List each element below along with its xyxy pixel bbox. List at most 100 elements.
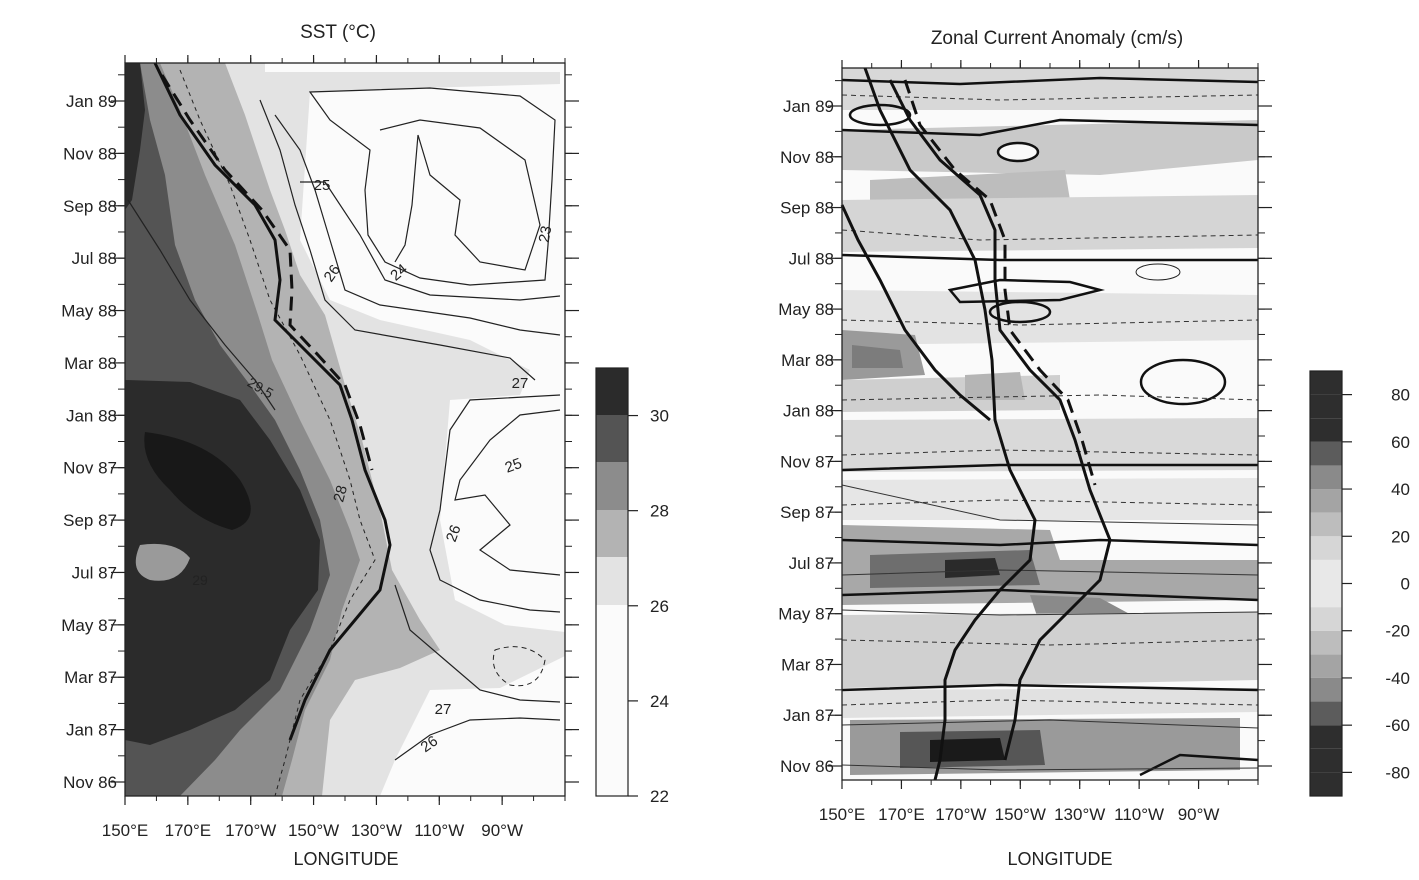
y-tick-label: Jul 87 <box>789 554 834 573</box>
current-track-solid-2 <box>840 204 991 422</box>
sst-contour-label: 27 <box>435 701 452 718</box>
current-positive-contour <box>841 484 1259 771</box>
sst-dashed-loop <box>492 646 546 687</box>
x-tick-label: 90°W <box>481 821 523 840</box>
current-loop <box>1135 263 1181 281</box>
current-band <box>852 345 903 368</box>
y-tick-label: Mar 87 <box>64 668 117 687</box>
y-tick-label: Jan 89 <box>66 92 117 111</box>
colorbar-cell <box>1310 725 1342 749</box>
sst-contour-label: 26 <box>321 262 344 285</box>
x-tick-label: 150°E <box>819 805 866 824</box>
current-band <box>842 612 1258 688</box>
current-xlabel: LONGITUDE <box>1007 849 1112 869</box>
sst-contour-label: 26 <box>443 523 465 544</box>
y-tick-label: Sep 88 <box>780 199 834 218</box>
colorbar-tick-label: 30 <box>650 407 669 426</box>
y-tick-label: Nov 88 <box>780 148 834 167</box>
y-tick-label: Mar 88 <box>781 351 834 370</box>
sst-xlabel: LONGITUDE <box>293 849 398 869</box>
sst-contour-label: 25 <box>503 455 524 477</box>
x-tick-label: 170°W <box>935 805 986 824</box>
colorbar-tick-label: 40 <box>1391 480 1410 499</box>
x-tick-label: 130°W <box>1054 805 1105 824</box>
colorbar-cell <box>1310 701 1342 726</box>
colorbar-cell <box>1310 654 1342 678</box>
x-tick-label: 130°W <box>351 821 402 840</box>
sst-contour-29-5 <box>127 199 276 411</box>
colorbar-cell <box>1310 607 1342 631</box>
colorbar-cell <box>1310 630 1342 655</box>
current-colorbar: 80 60 40 20 0 -20 -40 -60 -80 <box>1309 370 1410 797</box>
current-track-right <box>888 79 1112 761</box>
sst-warm-pool <box>144 432 251 530</box>
sst-title: SST (°C) <box>300 22 376 43</box>
colorbar-tick-label: 28 <box>650 502 669 521</box>
colorbar-tick-label: 22 <box>650 787 669 806</box>
x-tick-label: 170°E <box>878 805 925 824</box>
x-tick-label: 150°E <box>102 821 149 840</box>
colorbar-tick-label: 60 <box>1391 433 1410 452</box>
colorbar-cell <box>1310 489 1342 513</box>
colorbar-cell <box>1310 748 1342 773</box>
sst-contour-label: 29 <box>192 572 208 588</box>
colorbar-tick-label: 0 <box>1401 575 1410 594</box>
colorbar-cell <box>1310 583 1342 608</box>
sst-colorbar: 30 28 26 24 22 <box>595 367 669 806</box>
current-zero-contour <box>947 278 1105 304</box>
sst-dashed-28-5 <box>179 69 376 797</box>
y-tick-label: Nov 86 <box>63 773 117 792</box>
y-tick-label: May 88 <box>61 302 117 321</box>
x-tick-label: 110°W <box>414 821 464 840</box>
colorbar-tick-label: -20 <box>1385 622 1410 641</box>
current-band <box>965 372 1025 400</box>
current-track-solid <box>863 67 1037 781</box>
current-band <box>842 195 1258 252</box>
y-tick-label: Sep 87 <box>780 503 834 522</box>
colorbar-cell <box>1310 394 1342 419</box>
colorbar-cell <box>1310 536 1342 560</box>
x-tick-label: 150°W <box>995 805 1046 824</box>
sst-contour-label: 26 <box>418 733 441 756</box>
colorbar-tick-label: 20 <box>1391 527 1410 546</box>
sst-contour-25b <box>454 409 561 576</box>
sst-contour-label: 25 <box>314 177 331 194</box>
sst-contour-label: 28 <box>330 484 351 505</box>
y-tick-label: Jul 88 <box>789 249 834 268</box>
y-tick-label: Nov 86 <box>780 757 834 776</box>
current-loop <box>848 103 912 127</box>
current-field <box>840 67 1259 781</box>
colorbar-cell <box>1310 465 1342 490</box>
current-panel: Zonal Current Anomaly (cm/s) <box>778 28 1410 869</box>
sst-panel: SST (°C) <box>61 22 669 869</box>
sst-field: 25 26 24 23 27 28 29.5 25 26 27 26 29 <box>125 62 565 797</box>
y-tick-label: Nov 87 <box>780 452 834 471</box>
y-tick-label: May 87 <box>61 616 117 635</box>
current-band <box>842 68 1258 110</box>
y-tick-label: Nov 88 <box>63 144 117 163</box>
y-tick-label: Jan 88 <box>783 402 834 421</box>
current-band <box>930 738 1005 762</box>
y-tick-label: Jul 87 <box>72 563 117 582</box>
colorbar-tick-label: 80 <box>1391 386 1410 405</box>
sst-cool-patch <box>135 543 190 581</box>
x-tick-label: 150°W <box>288 821 339 840</box>
current-negative-contour <box>841 94 1259 706</box>
x-tick-label: 110°W <box>1114 805 1164 824</box>
y-tick-label: Jan 87 <box>783 706 834 725</box>
current-band <box>842 375 1060 412</box>
current-band <box>842 418 1258 472</box>
colorbar-tick-label: 24 <box>650 692 669 711</box>
colorbar-tick-label: -80 <box>1385 763 1410 782</box>
sst-contour-26b <box>429 394 561 613</box>
sst-axis-ticks: 150°E 170°E 170°W 150°W 130°W 110°W 90°W Jan 89… <box>61 55 579 840</box>
y-tick-label: Mar 87 <box>781 655 834 674</box>
sst-contour-23 <box>308 87 556 286</box>
current-band <box>842 478 1258 520</box>
sst-contour-label: 27 <box>512 375 529 392</box>
colorbar-cell <box>1310 371 1342 395</box>
colorbar-tick-label: 26 <box>650 597 669 616</box>
x-tick-label: 170°W <box>225 821 276 840</box>
current-band <box>945 558 1000 578</box>
x-tick-label: 170°E <box>165 821 212 840</box>
